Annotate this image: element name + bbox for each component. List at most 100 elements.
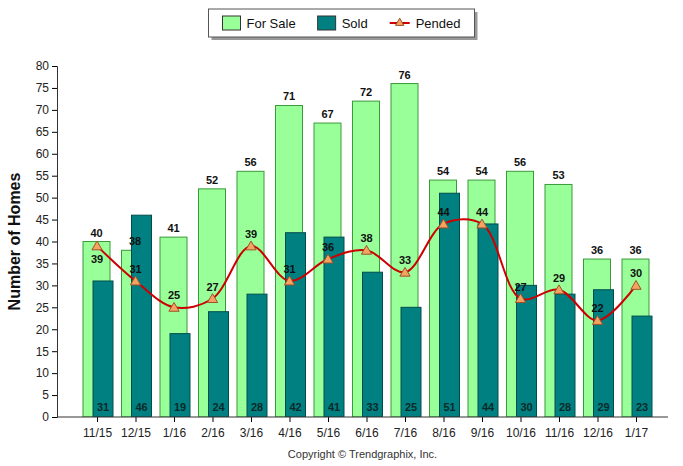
- data-label: 22: [591, 302, 603, 314]
- tick: 4/16: [278, 417, 302, 440]
- data-label: 31: [129, 263, 141, 275]
- tick-label: 11/16: [545, 426, 574, 440]
- tick-mark: [598, 417, 599, 422]
- markers: [92, 219, 641, 324]
- data-label: 27: [206, 281, 218, 293]
- data-label: 36: [591, 244, 603, 256]
- tick: 5: [42, 388, 57, 402]
- tick-mark: [52, 307, 57, 308]
- tick-mark: [52, 220, 57, 221]
- legend-label: Pended: [416, 16, 461, 31]
- bar: [324, 237, 344, 417]
- marker: [438, 219, 448, 228]
- bar: [170, 334, 190, 417]
- data-label: 42: [289, 401, 301, 413]
- tick-mark: [52, 154, 57, 155]
- data-label: 33: [366, 401, 378, 413]
- tick: 10: [36, 366, 57, 380]
- data-label: 54: [475, 165, 488, 177]
- tick-label: 9/16: [471, 426, 495, 440]
- tick-mark: [636, 417, 637, 422]
- tick-mark: [251, 417, 252, 422]
- tick: 40: [36, 235, 57, 249]
- data-label: 25: [168, 289, 180, 301]
- axis-line: [57, 417, 668, 418]
- tick-label: 5: [42, 388, 49, 402]
- tick-mark: [52, 395, 57, 396]
- tick-mark: [52, 242, 57, 243]
- line: [97, 219, 636, 320]
- legend-item: Pended: [390, 16, 461, 31]
- data-label: 67: [321, 108, 333, 120]
- data-label: 31: [97, 401, 109, 413]
- tick-label: 80: [36, 59, 50, 73]
- marker: [515, 294, 525, 303]
- tick: 15: [36, 345, 57, 359]
- data-label: 30: [520, 401, 532, 413]
- data-label: 29: [597, 401, 609, 413]
- tick: 70: [36, 103, 57, 117]
- data-label: 36: [322, 241, 334, 253]
- tick-label: 8/16: [432, 426, 456, 440]
- bar: [363, 272, 383, 417]
- tick-mark: [328, 417, 329, 422]
- marker: [169, 302, 179, 311]
- tick: 7/16: [394, 417, 418, 440]
- bar: [478, 224, 498, 417]
- chart: 4038415256716772765454565336363146192428…: [0, 0, 683, 466]
- tick-label: 55: [36, 169, 50, 183]
- tick-label: 4/16: [278, 426, 302, 440]
- bar: [93, 281, 113, 417]
- tick: 25: [36, 301, 57, 315]
- bar: [247, 294, 267, 417]
- data-label: 33: [399, 254, 411, 266]
- tick: 6/16: [355, 417, 379, 440]
- tick-mark: [97, 417, 98, 422]
- data-label: 39: [91, 253, 103, 265]
- data-label: 24: [212, 401, 225, 413]
- tick-mark: [52, 263, 57, 264]
- data-label: 53: [552, 169, 564, 181]
- data-label: 46: [135, 401, 147, 413]
- bar: [209, 312, 229, 417]
- tick: 3/16: [240, 417, 264, 440]
- tick: 80: [36, 59, 57, 73]
- tick-mark: [521, 417, 522, 422]
- legend-label: Sold: [342, 16, 368, 31]
- tick-label: 5/16: [317, 426, 341, 440]
- data-label: 39: [245, 228, 257, 240]
- tick: 12/16: [583, 417, 613, 440]
- data-label: 76: [398, 69, 410, 81]
- bar-series: [83, 84, 649, 417]
- tick-label: 6/16: [355, 426, 379, 440]
- tick-mark: [444, 417, 445, 422]
- tick-label: 7/16: [394, 426, 418, 440]
- tick: 1/16: [163, 417, 187, 440]
- marker: [554, 285, 564, 294]
- legend-symbol: [396, 18, 404, 25]
- bar: [632, 316, 652, 417]
- plot-area: [83, 84, 652, 417]
- tick: 11/16: [545, 417, 574, 440]
- marker: [592, 316, 602, 325]
- tick: 8/16: [432, 417, 456, 440]
- data-label: 38: [360, 232, 372, 244]
- tick-label: 65: [36, 125, 50, 139]
- tick: 5/16: [317, 417, 341, 440]
- tick-label: 3/16: [240, 426, 264, 440]
- bar: [286, 233, 306, 417]
- data-labels: 4038415256716772765454565336363146192428…: [90, 69, 648, 413]
- marker: [92, 241, 102, 250]
- tick-mark: [52, 351, 57, 352]
- tick-label: 1/17: [625, 426, 649, 440]
- tick: 20: [36, 323, 57, 337]
- data-label: 56: [244, 156, 256, 168]
- tick-mark: [213, 417, 214, 422]
- tick: 45: [36, 213, 57, 227]
- tick-label: 10/16: [506, 426, 536, 440]
- legend-symbol: [223, 16, 241, 30]
- tick-mark: [136, 417, 137, 422]
- tick-label: 40: [36, 235, 50, 249]
- data-label: 23: [636, 401, 648, 413]
- data-label: 30: [630, 267, 642, 279]
